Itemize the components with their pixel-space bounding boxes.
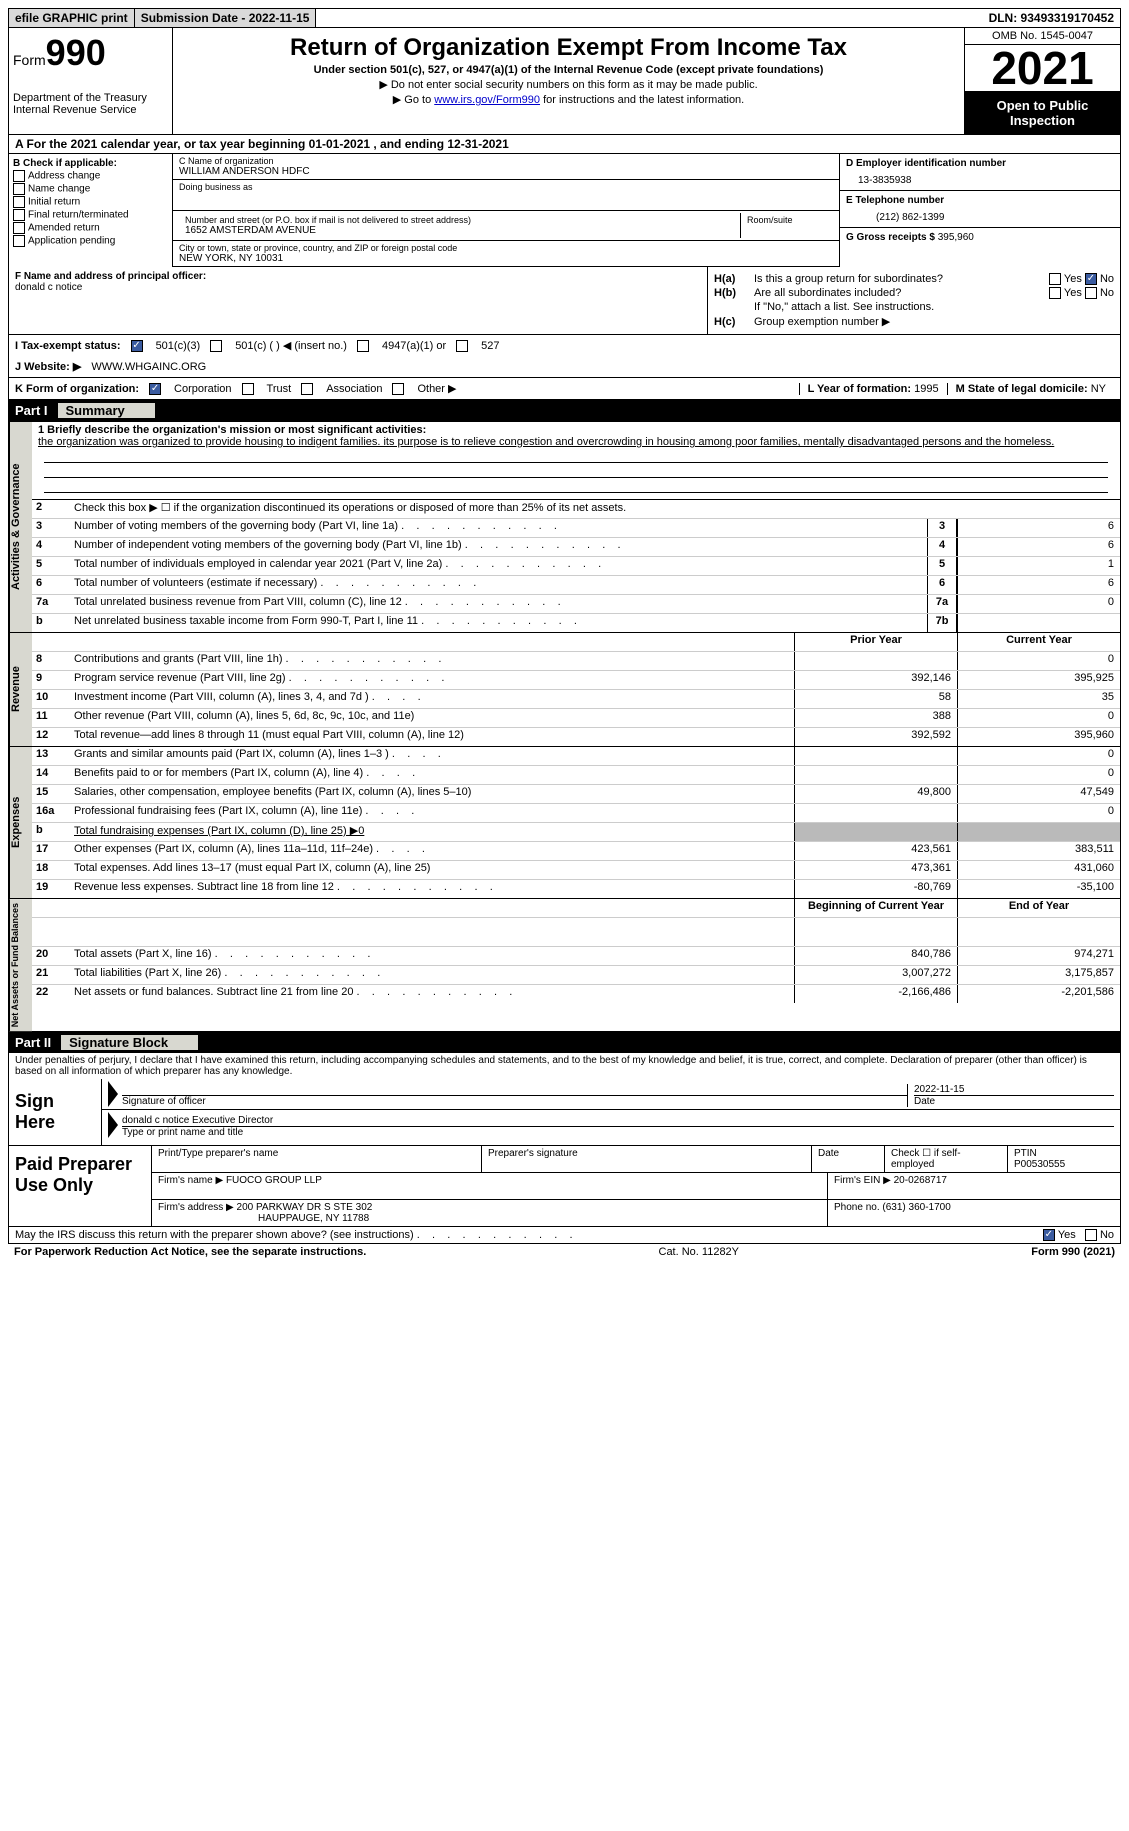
hb-no-checkbox[interactable] bbox=[1085, 287, 1097, 299]
irs-link[interactable]: www.irs.gov/Form990 bbox=[434, 94, 540, 106]
column-c: C Name of organization WILLIAM ANDERSON … bbox=[173, 154, 839, 267]
side-label-net: Net Assets or Fund Balances bbox=[9, 899, 32, 1031]
revenue-section: Revenue Prior YearCurrent Year 8Contribu… bbox=[8, 633, 1121, 747]
submission-date: Submission Date - 2022-11-15 bbox=[135, 9, 317, 27]
penalties-text: Under penalties of perjury, I declare th… bbox=[9, 1053, 1120, 1079]
column-d: D Employer identification number 13-3835… bbox=[839, 154, 1120, 267]
form-label: Form bbox=[13, 52, 46, 68]
corp-checkbox[interactable] bbox=[149, 383, 161, 395]
irs-label: Internal Revenue Service bbox=[13, 104, 168, 116]
paid-preparer-label: Paid Preparer Use Only bbox=[9, 1146, 152, 1226]
discuss-yes-checkbox[interactable] bbox=[1043, 1229, 1055, 1241]
signature-block: Under penalties of perjury, I declare th… bbox=[8, 1053, 1121, 1146]
top-bar: efile GRAPHIC print Submission Date - 20… bbox=[8, 8, 1121, 28]
org-city: NEW YORK, NY 10031 bbox=[179, 253, 833, 264]
part1-header: Part ISummary bbox=[8, 400, 1121, 421]
footer-line: For Paperwork Reduction Act Notice, see … bbox=[8, 1244, 1121, 1260]
form-title: Return of Organization Exempt From Incom… bbox=[177, 34, 960, 62]
mission-text: the organization was organized to provid… bbox=[38, 436, 1114, 448]
gross-receipts: 395,960 bbox=[938, 232, 974, 243]
discuss-row: May the IRS discuss this return with the… bbox=[8, 1227, 1121, 1244]
expenses-section: Expenses 13Grants and similar amounts pa… bbox=[8, 747, 1121, 899]
501c3-checkbox[interactable] bbox=[131, 340, 143, 352]
phone-value: (212) 862-1399 bbox=[846, 206, 1114, 223]
governance-section: Activities & Governance 1 Briefly descri… bbox=[8, 421, 1121, 633]
org-address: 1652 AMSTERDAM AVENUE bbox=[185, 225, 734, 236]
calendar-year-row: A For the 2021 calendar year, or tax yea… bbox=[8, 135, 1121, 154]
website-note: Go to www.irs.gov/Form990 for instructio… bbox=[177, 93, 960, 106]
side-label-gov: Activities & Governance bbox=[9, 422, 32, 632]
dept-label: Department of the Treasury bbox=[13, 92, 168, 104]
section-bcd: B Check if applicable: Address change Na… bbox=[8, 154, 1121, 267]
preparer-block: Paid Preparer Use Only Print/Type prepar… bbox=[8, 1146, 1121, 1227]
column-b: B Check if applicable: Address change Na… bbox=[9, 154, 173, 267]
form-header: Form990 Department of the Treasury Inter… bbox=[8, 28, 1121, 135]
ein-value: 13-3835938 bbox=[846, 169, 1114, 186]
fh-row: F Name and address of principal officer:… bbox=[8, 267, 1121, 335]
ssn-note: Do not enter social security numbers on … bbox=[177, 78, 960, 91]
org-name: WILLIAM ANDERSON HDFC bbox=[179, 166, 833, 177]
triangle-icon bbox=[108, 1112, 118, 1138]
form-number: 990 bbox=[46, 32, 106, 73]
tax-exempt-row: I Tax-exempt status: 501(c)(3) 501(c) ( … bbox=[8, 335, 1121, 356]
hb-yes-checkbox[interactable] bbox=[1049, 287, 1061, 299]
website-value: WWW.WHGAINC.ORG bbox=[91, 361, 206, 373]
net-assets-section: Net Assets or Fund Balances Beginning of… bbox=[8, 899, 1121, 1032]
open-to-public: Open to Public Inspection bbox=[965, 92, 1120, 134]
form-of-org-row: K Form of organization: Corporation Trus… bbox=[8, 378, 1121, 400]
sign-here-label: Sign Here bbox=[9, 1079, 102, 1145]
efile-print-button[interactable]: efile GRAPHIC print bbox=[9, 9, 135, 27]
website-row: J Website: ▶ WWW.WHGAINC.ORG bbox=[8, 356, 1121, 378]
discuss-no-checkbox[interactable] bbox=[1085, 1229, 1097, 1241]
dln-label: DLN: 93493319170452 bbox=[983, 9, 1120, 27]
form-subtitle: Under section 501(c), 527, or 4947(a)(1)… bbox=[177, 64, 960, 76]
triangle-icon bbox=[108, 1081, 118, 1107]
tax-year: 2021 bbox=[965, 45, 1120, 92]
part2-header: Part IISignature Block bbox=[8, 1032, 1121, 1053]
ha-yes-checkbox[interactable] bbox=[1049, 273, 1061, 285]
officer-name: donald c notice bbox=[15, 282, 701, 293]
ha-no-checkbox[interactable] bbox=[1085, 273, 1097, 285]
side-label-rev: Revenue bbox=[9, 633, 32, 746]
side-label-exp: Expenses bbox=[9, 747, 32, 898]
